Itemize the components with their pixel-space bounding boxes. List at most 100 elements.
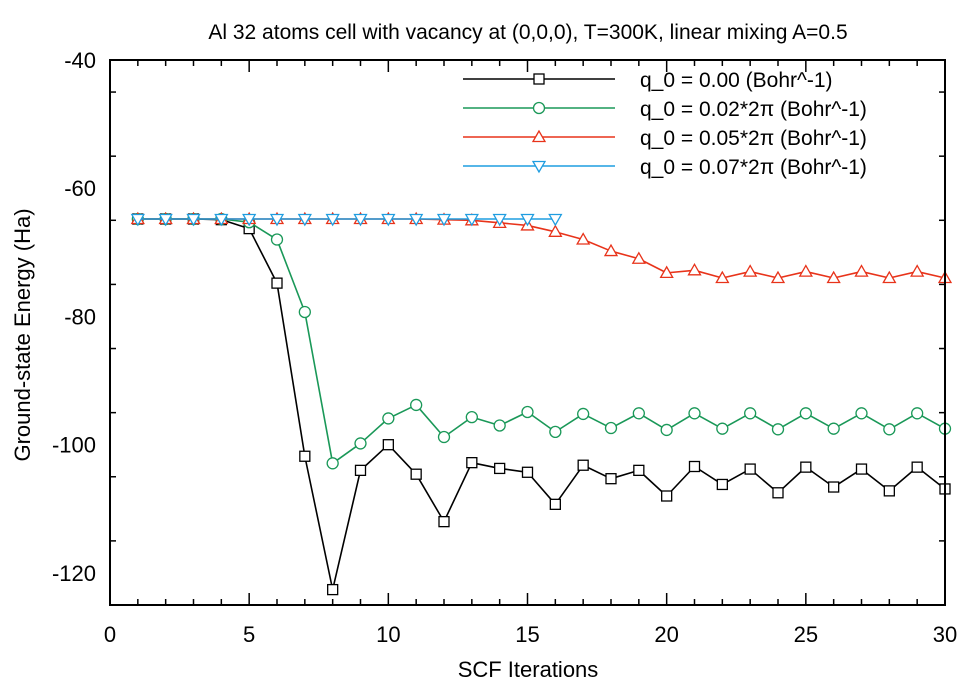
data-point <box>633 464 645 477</box>
data-point <box>549 425 562 439</box>
legend-label: q_0 = 0.02*2π (Bohr^-1) <box>640 98 867 121</box>
x-axis-label: SCF Iterations <box>458 657 599 682</box>
data-point <box>270 233 284 246</box>
plot-area <box>130 211 953 596</box>
legend-marker <box>531 129 547 143</box>
series-2 <box>131 212 952 470</box>
legend-item-3: q_0 = 0.05*2π (Bohr^-1) <box>463 127 867 150</box>
data-point <box>464 213 479 227</box>
series-1 <box>132 213 951 596</box>
legend-item-1: q_0 = 0.00 (Bohr^-1) <box>463 69 833 92</box>
x-tick-label: 5 <box>243 622 255 647</box>
data-point <box>883 423 896 436</box>
data-point <box>354 437 367 450</box>
chart-title: Al 32 atoms cell with vacancy at (0,0,0)… <box>208 21 847 44</box>
legend-label: q_0 = 0.05*2π (Bohr^-1) <box>640 127 867 150</box>
data-point <box>409 213 424 227</box>
data-point <box>549 498 561 510</box>
data-point <box>799 407 812 420</box>
data-point <box>297 213 312 227</box>
data-point <box>911 461 923 473</box>
data-point <box>855 407 868 420</box>
data-point <box>687 262 702 276</box>
x-tick-label: 20 <box>654 622 678 647</box>
data-point <box>631 251 646 264</box>
data-point <box>882 270 897 284</box>
data-point <box>743 264 758 277</box>
data-point <box>269 213 285 227</box>
data-point <box>437 430 451 444</box>
data-point <box>214 213 229 227</box>
data-point <box>800 461 812 473</box>
data-point <box>494 462 506 475</box>
data-point <box>576 232 591 245</box>
x-tick-label: 0 <box>104 622 116 647</box>
data-point <box>436 213 452 227</box>
x-tick-label: 10 <box>376 622 400 647</box>
series-3 <box>130 211 953 284</box>
legend-marker <box>531 160 547 174</box>
data-point <box>521 405 534 419</box>
data-point <box>354 464 367 477</box>
plot-frame <box>109 59 946 606</box>
data-point <box>603 243 619 257</box>
y-axis-label: Ground-state Energy (Ha) <box>10 208 35 461</box>
data-point <box>242 213 257 227</box>
data-point <box>158 213 173 227</box>
data-point <box>410 468 422 480</box>
data-point <box>325 213 340 227</box>
data-point <box>632 407 645 420</box>
series-4 <box>130 213 563 227</box>
legend-marker <box>532 101 546 115</box>
data-point <box>548 213 563 227</box>
data-point <box>855 463 868 475</box>
data-point <box>826 270 841 284</box>
data-point <box>688 460 701 473</box>
data-point <box>466 457 478 469</box>
data-point <box>298 305 311 319</box>
data-point <box>186 213 201 227</box>
y-tick-label: -100 <box>52 433 96 458</box>
x-tick-label: 15 <box>515 622 539 647</box>
data-point <box>327 583 339 596</box>
data-point <box>659 265 674 279</box>
data-point <box>688 407 701 420</box>
data-point <box>299 450 311 462</box>
y-tick-label: -120 <box>52 561 96 586</box>
data-point <box>521 466 534 478</box>
data-point <box>828 481 840 493</box>
data-point <box>326 457 339 470</box>
axis-ticks: 0 5 10 15 20 25 30 -120 -100 -80 -60 -40 <box>52 48 957 647</box>
data-point <box>744 407 757 420</box>
data-point <box>577 459 589 471</box>
data-point <box>910 264 925 277</box>
data-point <box>715 270 730 284</box>
data-point <box>381 213 396 227</box>
data-point <box>854 264 869 277</box>
data-point <box>883 485 895 497</box>
data-point <box>520 213 535 227</box>
data-point <box>661 490 673 502</box>
data-point <box>604 421 618 435</box>
legend-marker <box>533 73 545 85</box>
series-line <box>137 218 946 591</box>
data-point <box>827 422 840 435</box>
data-point <box>716 478 728 491</box>
data-point <box>798 264 813 277</box>
data-point <box>771 423 785 436</box>
x-tick-label: 30 <box>933 622 957 647</box>
y-tick-label: -60 <box>64 176 96 201</box>
data-point <box>410 398 423 412</box>
series-line <box>137 218 946 465</box>
data-point <box>465 410 478 424</box>
legend-item-2: q_0 = 0.02*2π (Bohr^-1) <box>463 98 867 121</box>
data-point <box>271 277 283 289</box>
data-point <box>772 487 784 499</box>
data-point <box>438 515 450 528</box>
data-point <box>353 213 368 227</box>
data-point <box>493 419 506 432</box>
y-tick-label: -80 <box>64 304 96 329</box>
data-point <box>770 270 786 284</box>
data-point <box>605 473 617 485</box>
